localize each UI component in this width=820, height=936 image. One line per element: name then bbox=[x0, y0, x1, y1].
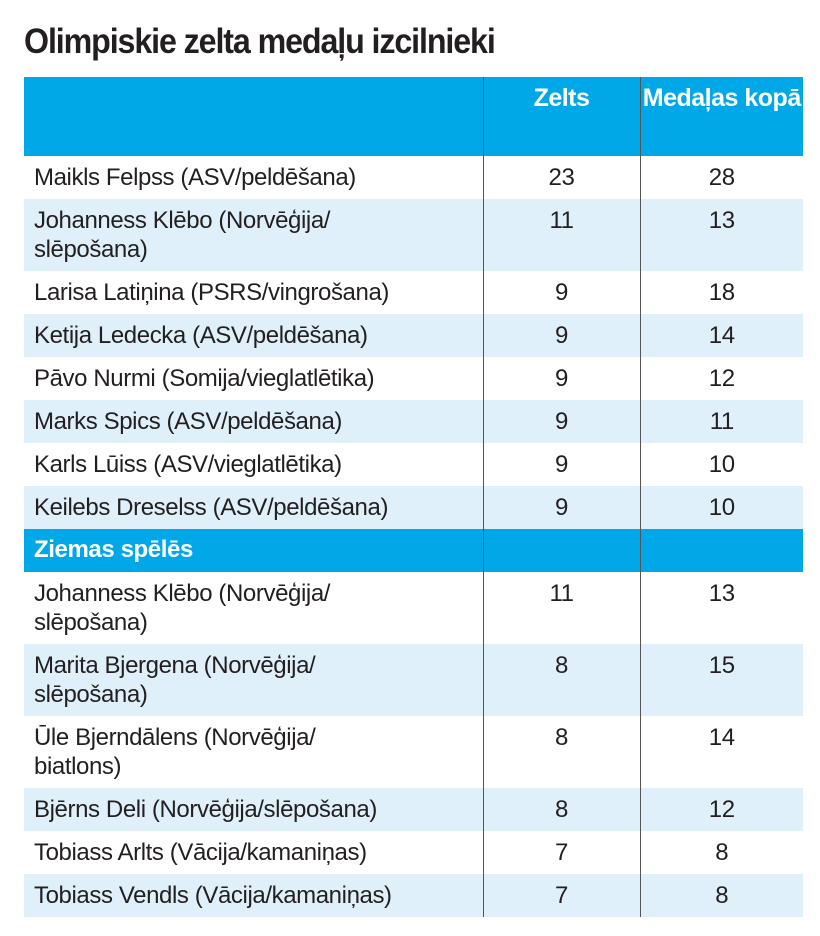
table-row: Pāvo Nurmi (Somija/vieglatlētika) 9 12 bbox=[24, 357, 803, 400]
section-spacer bbox=[482, 529, 640, 572]
header-gold: Zelts bbox=[482, 77, 640, 156]
total-cell: 15 bbox=[639, 644, 803, 716]
section-row: Ziemas spēlēs bbox=[24, 529, 803, 572]
total-cell: 28 bbox=[639, 156, 803, 199]
athlete-cell: Karls Lūiss (ASV/vieglatlētika) bbox=[34, 451, 342, 478]
gold-cell: 9 bbox=[482, 443, 640, 486]
total-cell: 13 bbox=[639, 572, 803, 644]
section-label: Ziemas spēlēs bbox=[24, 529, 483, 572]
gold-cell: 8 bbox=[482, 716, 640, 788]
gold-cell: 8 bbox=[482, 644, 640, 716]
table-row: Ketija Ledecka (ASV/peldēšana) 9 14 bbox=[24, 314, 803, 357]
gold-cell: 9 bbox=[482, 357, 640, 400]
gold-cell: 7 bbox=[482, 874, 640, 917]
table-row: Tobiass Vendls (Vācija/kamaniņas) 7 8 bbox=[24, 874, 803, 917]
header-row: Zelts Medaļas kopā bbox=[24, 77, 803, 156]
table-row: Larisa Latiņina (PSRS/vingrošana) 9 18 bbox=[24, 271, 803, 314]
header-athlete bbox=[24, 77, 483, 156]
athlete-cell: Ūle Bjerndālens (Norvēģija/ biatlons) bbox=[34, 724, 316, 780]
section-spacer bbox=[639, 529, 803, 572]
table-row: Marks Spics (ASV/peldēšana) 9 11 bbox=[24, 400, 803, 443]
gold-cell: 9 bbox=[482, 486, 640, 529]
total-cell: 8 bbox=[639, 874, 803, 917]
total-cell: 14 bbox=[639, 716, 803, 788]
gold-cell: 8 bbox=[482, 788, 640, 831]
gold-cell: 11 bbox=[482, 199, 640, 271]
total-cell: 14 bbox=[639, 314, 803, 357]
table-row: Tobiass Arlts (Vācija/kamaniņas) 7 8 bbox=[24, 831, 803, 874]
gold-cell: 11 bbox=[482, 572, 640, 644]
total-cell: 8 bbox=[639, 831, 803, 874]
athlete-cell: Johanness Klēbo (Norvēģija/ slēpošana) bbox=[34, 580, 331, 636]
header-total: Medaļas kopā bbox=[639, 77, 803, 156]
athlete-cell: Johanness Klēbo (Norvēģija/ slēpošana) bbox=[24, 199, 483, 271]
athlete-cell: Larisa Latiņina (PSRS/vingrošana) bbox=[34, 279, 389, 306]
athlete-cell: Tobiass Arlts (Vācija/kamaniņas) bbox=[34, 839, 367, 866]
athlete-cell: Marita Bjergena (Norvēģija/ slēpošana) bbox=[24, 644, 483, 716]
gold-cell: 9 bbox=[482, 400, 640, 443]
table-row: Johanness Klēbo (Norvēģija/ slēpošana) 11… bbox=[24, 572, 803, 644]
gold-cell: 7 bbox=[482, 831, 640, 874]
total-cell: 18 bbox=[639, 271, 803, 314]
total-cell: 12 bbox=[639, 788, 803, 831]
athlete-cell: Tobiass Vendls (Vācija/kamaniņas) bbox=[24, 874, 483, 917]
athlete-cell: Bjērns Deli (Norvēģija/slēpošana) bbox=[24, 788, 483, 831]
total-cell: 10 bbox=[639, 486, 803, 529]
gold-cell: 23 bbox=[482, 156, 640, 199]
athlete-cell: Maikls Felpss (ASV/peldēšana) bbox=[34, 164, 356, 191]
table-row: Johanness Klēbo (Norvēģija/ slēpošana) 11… bbox=[24, 199, 803, 271]
athlete-cell: Marks Spics (ASV/peldēšana) bbox=[24, 400, 483, 443]
athlete-cell: Ketija Ledecka (ASV/peldēšana) bbox=[24, 314, 483, 357]
table-row: Keilebs Dreselss (ASV/peldēšana) 9 10 bbox=[24, 486, 803, 529]
total-cell: 13 bbox=[639, 199, 803, 271]
table-row: Maikls Felpss (ASV/peldēšana) 23 28 bbox=[24, 156, 803, 199]
gold-cell: 9 bbox=[482, 271, 640, 314]
table-row: Marita Bjergena (Norvēģija/ slēpošana) 8 1… bbox=[24, 644, 803, 716]
total-cell: 12 bbox=[639, 357, 803, 400]
total-cell: 11 bbox=[639, 400, 803, 443]
athlete-cell: Pāvo Nurmi (Somija/vieglatlētika) bbox=[34, 365, 375, 392]
total-cell: 10 bbox=[639, 443, 803, 486]
page-title: Olimpiskie zelta medaļu izcilnieki bbox=[24, 22, 496, 61]
medal-table: Zelts Medaļas kopā Maikls Felpss (ASV/pe… bbox=[24, 77, 803, 917]
table-row: Ūle Bjerndālens (Norvēģija/ biatlons) 8 14 bbox=[24, 716, 803, 788]
gold-cell: 9 bbox=[482, 314, 640, 357]
table-row: Bjērns Deli (Norvēģija/slēpošana) 8 12 bbox=[24, 788, 803, 831]
athlete-cell: Keilebs Dreselss (ASV/peldēšana) bbox=[24, 486, 483, 529]
table-row: Karls Lūiss (ASV/vieglatlētika) 9 10 bbox=[24, 443, 803, 486]
